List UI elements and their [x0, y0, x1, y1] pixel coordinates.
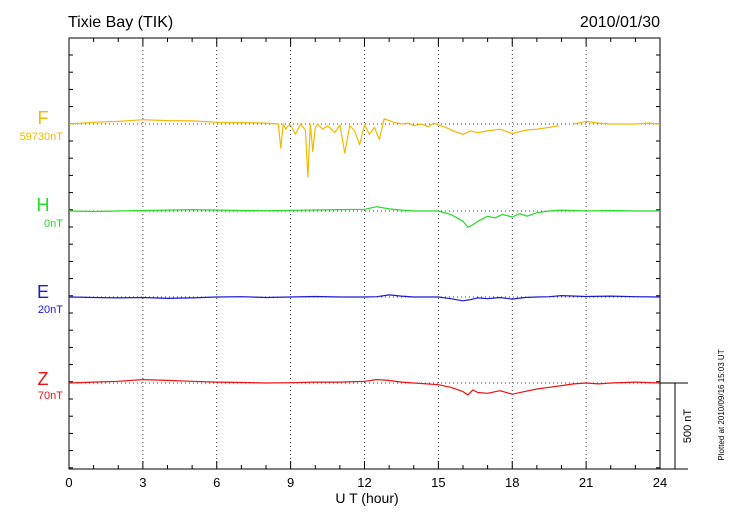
x-tick-label: 9 — [287, 475, 294, 490]
x-tick-label: 24 — [653, 475, 667, 490]
series-name-f: F — [38, 108, 49, 128]
x-tick-label: 18 — [505, 475, 519, 490]
x-tick-label: 0 — [65, 475, 72, 490]
axis-ticks: 0 3 6 9 12 15 18 21 24 — [65, 38, 667, 490]
series-line-f — [68, 118, 661, 178]
grid-lines — [69, 38, 660, 469]
scale-bar: 500 nT — [660, 382, 694, 470]
x-tick-label: 15 — [431, 475, 445, 490]
series-layer — [68, 118, 661, 396]
x-tick-label: 6 — [213, 475, 220, 490]
x-tick-label: 3 — [139, 475, 146, 490]
series-baseline-h: 0nT — [44, 218, 63, 230]
series-name-h: H — [37, 195, 50, 215]
x-tick-label: 12 — [357, 475, 371, 490]
series-baseline-e: 20nT — [38, 304, 63, 316]
x-axis-label: U T (hour) — [335, 490, 398, 506]
series-line-h — [68, 206, 660, 228]
chart-date: 2010/01/30 — [580, 14, 660, 31]
series-line-e — [68, 294, 661, 302]
plot-timestamp: Plotted at 2010/09/16 15:03 UT — [717, 349, 726, 460]
series-name-e: E — [37, 282, 49, 302]
series-baseline-z: 70nT — [38, 390, 63, 402]
x-tick-label: 21 — [579, 475, 593, 490]
series-baseline-f: 59730nT — [20, 131, 64, 143]
chart-title: Tixie Bay (TIK) — [68, 14, 173, 31]
series-name-z: Z — [38, 369, 49, 389]
series-line-z — [68, 379, 661, 396]
scale-bar-label: 500 nT — [682, 409, 694, 444]
